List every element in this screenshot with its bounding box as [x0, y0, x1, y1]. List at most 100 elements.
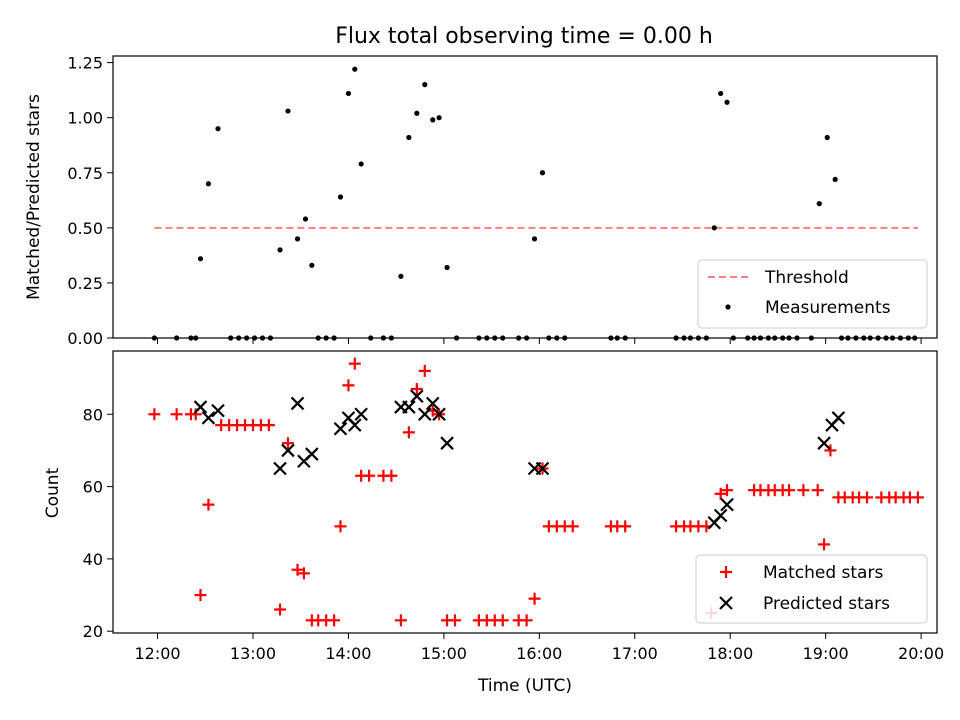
matched-star-point: [328, 614, 341, 627]
bottom-legend: Matched stars Predicted stars: [695, 554, 928, 624]
measurement-point: [724, 99, 730, 105]
predicted-star-point: [201, 411, 216, 425]
bottom-x-tick-label: 18:00: [707, 644, 753, 663]
top-plot-area: 0.00 0.25 0.50 0.75 1.00 1.25 Matched/Predict…: [24, 54, 938, 348]
matched-star-point: [274, 603, 287, 616]
measurement-point: [832, 176, 838, 182]
top-y-axis-label: Matched/Predicted stars: [24, 94, 44, 300]
matched-star-point: [566, 520, 579, 533]
measurement-point: [398, 273, 404, 279]
predicted-star-point: [402, 400, 416, 414]
predicted-star-point: [831, 411, 846, 425]
bottom-x-axis-label: Time (UTC): [477, 676, 572, 696]
predicted-star-point: [333, 421, 348, 436]
top-legend-box: [697, 259, 928, 329]
bottom-x-tick-label: 19:00: [803, 644, 849, 663]
predicted-star-point: [305, 447, 319, 461]
predicted-star-point: [432, 407, 446, 422]
predicted-star-point: [440, 436, 454, 450]
measurement-point: [531, 236, 538, 242]
bottom-x-tick-label: 14:00: [325, 644, 371, 663]
measurement-point: [215, 126, 221, 132]
bottom-y-axis-label: Count: [43, 467, 63, 518]
measurement-point: [358, 161, 364, 167]
matched-star-point: [385, 469, 398, 482]
measurement-point: [824, 134, 830, 141]
predicted-star-point: [418, 407, 432, 422]
measurement-point: [430, 117, 436, 123]
measurement-point: [422, 82, 428, 88]
predicted-star-point: [720, 497, 734, 512]
predicted-star-point: [211, 403, 225, 418]
bottom-x-tick-label: 16:00: [516, 644, 562, 663]
top-y-tick-label: 0.25: [67, 274, 103, 293]
matched-star-point: [262, 419, 275, 432]
top-y-tick-label: 0.75: [67, 164, 103, 183]
matched-star-point: [297, 567, 310, 580]
legend-matched-label: Matched stars: [763, 563, 883, 583]
matched-star-point: [783, 484, 796, 497]
legend-predicted-marker: [719, 596, 733, 610]
legend-threshold-label: Threshold: [764, 268, 849, 288]
predicted-star-point: [713, 508, 728, 523]
bottom-x-tick-label: 20:00: [898, 644, 944, 663]
measurement-point: [711, 225, 717, 231]
matched-star-point: [402, 426, 415, 439]
predicted-star-point: [290, 396, 305, 411]
matched-star-point: [281, 437, 294, 450]
bottom-y-tick-label: 20: [83, 622, 103, 641]
legend-measurements-label: Measurements: [765, 298, 891, 318]
legend-measurements-swatch: [725, 304, 731, 310]
measurement-point: [414, 110, 420, 116]
matched-star-point: [170, 408, 183, 421]
matched-star-point: [202, 498, 215, 511]
predicted-star-point: [354, 407, 368, 422]
top-y-tick-label: 1.25: [67, 54, 103, 73]
bottom-x-tick-label: 13:00: [230, 644, 276, 663]
measurement-point: [816, 201, 822, 207]
bottom-x-tick-label: 17:00: [612, 644, 658, 663]
matched-star-point: [418, 364, 431, 377]
matched-star-point: [363, 469, 376, 482]
matched-star-point: [148, 408, 161, 421]
legend-matched-swatch: [720, 566, 732, 578]
top-y-tick-label: 1.00: [67, 109, 103, 128]
matched-star-point: [811, 484, 824, 497]
bottom-x-tick-label: 15:00: [421, 644, 467, 663]
measurement-point: [436, 115, 442, 121]
measurement-point: [352, 66, 358, 72]
measurement-point: [345, 90, 352, 97]
matched-star-point: [194, 589, 207, 602]
matched-star-point: [861, 491, 874, 504]
matched-star-point: [410, 382, 423, 395]
matched-star-point: [528, 592, 541, 605]
predicted-star-point: [348, 418, 362, 432]
matched-star-point: [334, 520, 347, 533]
top-y-tick-label: 0.00: [67, 329, 103, 348]
measurement-point: [302, 216, 309, 222]
top-plot-frame: [112, 55, 938, 339]
matched-star-point: [619, 520, 632, 533]
matched-star-point: [911, 491, 924, 504]
predicted-star-point: [193, 400, 208, 414]
matched-star-point: [824, 444, 837, 457]
measurement-point: [444, 264, 450, 271]
matched-star-point: [818, 538, 831, 551]
predicted-star-point: [281, 443, 295, 458]
matched-star-point: [721, 484, 734, 497]
matched-star-point: [342, 379, 355, 392]
measurement-point: [197, 256, 204, 262]
top-chart-title: Flux total observing time = 0.00 h: [335, 24, 713, 49]
predicted-star-point: [410, 389, 424, 403]
measurement-point: [406, 134, 412, 141]
measurement-point: [277, 247, 283, 253]
bottom-y-tick-label: 80: [83, 405, 103, 424]
legend-predicted-swatch: [719, 596, 733, 610]
bottom-y-tick-label: 60: [83, 478, 103, 497]
bottom-y-tick-label: 40: [83, 550, 103, 569]
bottom-x-tick-label: 12:00: [134, 644, 180, 663]
matched-star-point: [291, 563, 304, 576]
matched-star-point: [394, 614, 407, 627]
measurement-point: [337, 194, 344, 200]
